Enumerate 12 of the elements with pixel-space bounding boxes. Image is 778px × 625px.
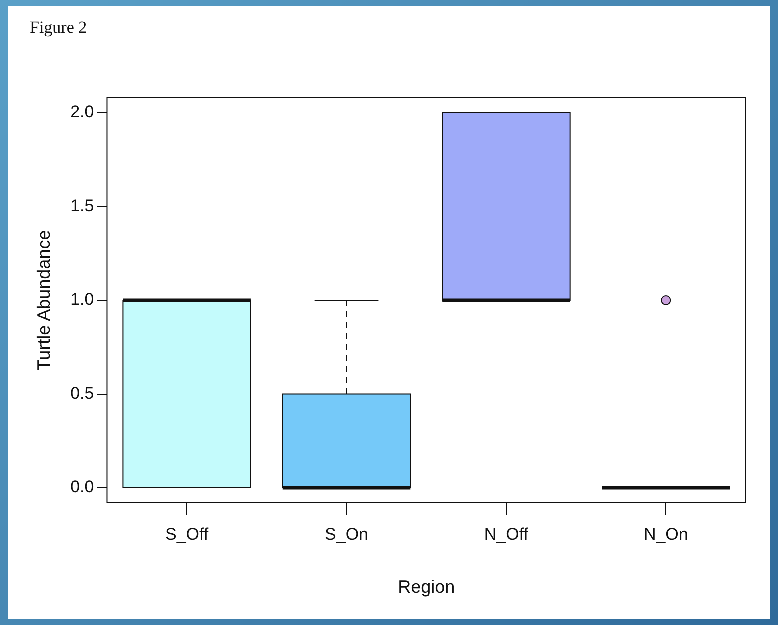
y-tick-label: 2.0 bbox=[70, 102, 94, 122]
y-tick-label: 1.0 bbox=[70, 290, 94, 310]
y-tick-label: 0.5 bbox=[70, 384, 94, 403]
x-tick-label: S_On bbox=[325, 524, 369, 544]
y-tick-label: 0.0 bbox=[70, 478, 94, 497]
y-axis-title: Turtle Abundance bbox=[34, 230, 54, 371]
x-axis-title: Region bbox=[398, 577, 456, 598]
x-tick-label: N_Off bbox=[484, 524, 529, 544]
x-tick-label: N_On bbox=[644, 524, 688, 544]
x-tick-label: S_Off bbox=[166, 524, 209, 544]
chart-title: Figure 2 bbox=[30, 18, 88, 38]
y-tick-label: 1.5 bbox=[70, 196, 94, 216]
